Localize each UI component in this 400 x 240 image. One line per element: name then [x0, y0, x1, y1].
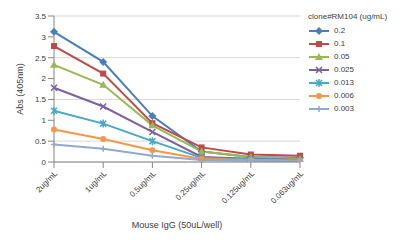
svg-text:0.25ug/mL: 0.25ug/mL [174, 169, 207, 202]
html-text:clone#RM104 (ug/mL): clone#RM104 (ug/mL) [308, 12, 388, 21]
html-text:0.1: 0.1 [334, 39, 346, 48]
svg-text:2: 2 [42, 74, 47, 83]
svg-text:1ug/mL: 1ug/mL [83, 169, 109, 195]
svg-text:1: 1 [42, 116, 47, 125]
svg-text:2.5: 2.5 [35, 54, 47, 63]
svg-text:0.5ug/mL: 0.5ug/mL [128, 169, 158, 199]
svg-text:1.5: 1.5 [35, 95, 47, 104]
html-text:0.2: 0.2 [334, 26, 346, 35]
html-text:0.013: 0.013 [334, 78, 354, 87]
svg-text:2ug/mL: 2ug/mL [34, 169, 60, 195]
html-text:0.05: 0.05 [334, 52, 350, 61]
svg-text:0: 0 [42, 158, 47, 167]
svg-text:0.125ug/mL: 0.125ug/mL [220, 169, 257, 206]
html-text:0.003: 0.003 [334, 104, 354, 113]
html-text:0.025: 0.025 [334, 65, 354, 74]
svg-text:0.063ug/mL: 0.063ug/mL [269, 169, 306, 206]
svg-text:Mouse IgG (50uL/well): Mouse IgG (50uL/well) [132, 220, 223, 230]
svg-text:0.5: 0.5 [35, 137, 47, 146]
svg-text:3: 3 [42, 33, 47, 42]
svg-text:Abs (405nm): Abs (405nm) [15, 63, 25, 115]
svg-text:3.5: 3.5 [35, 12, 47, 21]
html-text:0.006: 0.006 [334, 91, 354, 100]
